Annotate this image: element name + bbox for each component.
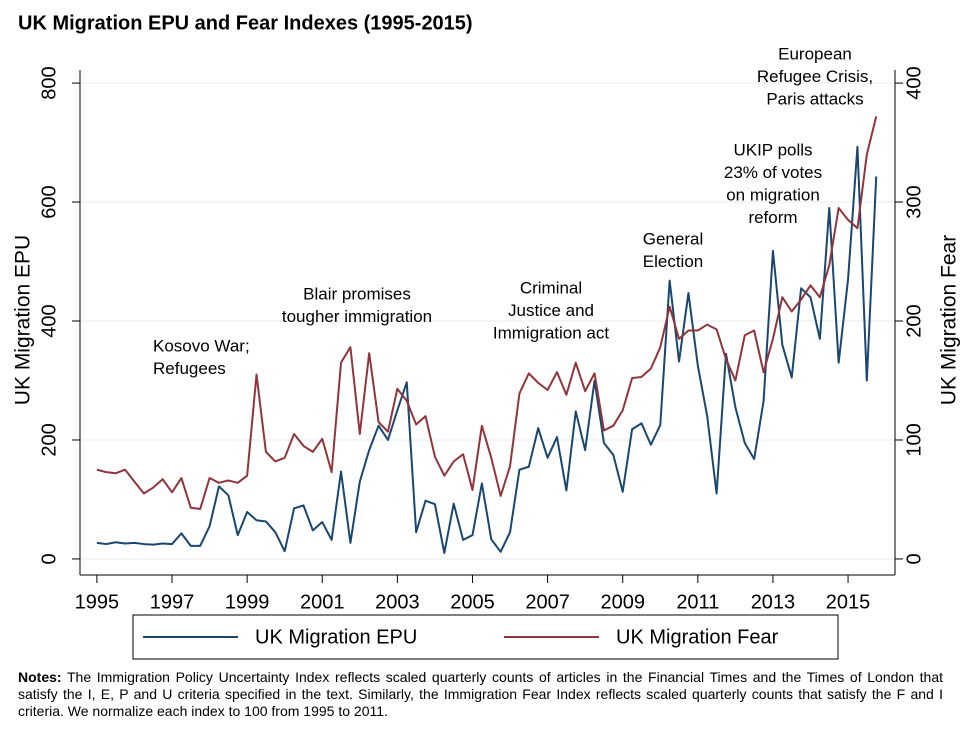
annotation: Paris attacks (766, 89, 863, 108)
series-line (96, 116, 878, 510)
legend-box (132, 614, 839, 660)
annotation: on migration (726, 185, 820, 204)
y-tick-label: 600 (38, 185, 60, 218)
x-tick-label: 2005 (450, 591, 495, 613)
notes-text: The Immigration Policy Uncertainty Index… (18, 669, 943, 719)
annotation: 23% of votes (724, 163, 822, 182)
y-tick-label: 800 (38, 66, 60, 99)
legend-label: UK Migration EPU (255, 626, 417, 648)
x-tick-label: 2007 (525, 591, 570, 613)
x-tick-label: 1997 (150, 591, 195, 613)
series-line (96, 145, 878, 554)
legend-label: UK Migration Fear (616, 626, 779, 648)
y-tick-label: 400 (38, 304, 60, 337)
x-tick-label: 2013 (751, 591, 796, 613)
notes-label: Notes: (18, 669, 62, 685)
chart-title: UK Migration EPU and Fear Indexes (1995-… (18, 12, 473, 34)
annotation: Refugee Crisis, (757, 67, 873, 86)
notes: Notes: The Immigration Policy Uncertaint… (18, 669, 943, 720)
annotation: General (643, 229, 703, 248)
annotation: tougher immigration (282, 307, 432, 326)
x-tick-label: 1999 (225, 591, 270, 613)
x-tick-label: 2011 (676, 591, 719, 613)
y-tick-label: 200 (38, 423, 60, 456)
annotation: Immigration act (493, 323, 609, 342)
x-tick-label: 2015 (826, 591, 871, 613)
y-axis-title: UK Migration EPU (12, 235, 35, 405)
annotation: Blair promises (303, 284, 411, 303)
x-tick-label: 2003 (375, 591, 420, 613)
y2-tick-label: 0 (903, 553, 925, 564)
x-tick-label: 2001 (300, 591, 345, 613)
chart: UK Migration EPU and Fear Indexes (1995-… (12, 12, 961, 660)
annotation: European (778, 44, 852, 63)
annotation: reform (748, 208, 797, 227)
annotation: Criminal (520, 278, 582, 297)
annotation: UKIP polls (733, 140, 812, 159)
annotation: Election (643, 252, 703, 271)
annotation: Kosovo War; (153, 336, 250, 355)
x-tick-label: 1995 (75, 591, 120, 613)
annotation: Refugees (153, 359, 226, 378)
y2-tick-label: 100 (903, 423, 925, 456)
y2-tick-label: 400 (903, 66, 925, 99)
y-tick-label: 0 (38, 553, 60, 564)
y2-tick-label: 200 (903, 304, 925, 337)
annotation: Justice and (508, 301, 594, 320)
y2-axis-title: UK Migration Fear (938, 235, 961, 405)
x-tick-label: 2009 (600, 591, 645, 613)
y2-tick-label: 300 (903, 185, 925, 218)
